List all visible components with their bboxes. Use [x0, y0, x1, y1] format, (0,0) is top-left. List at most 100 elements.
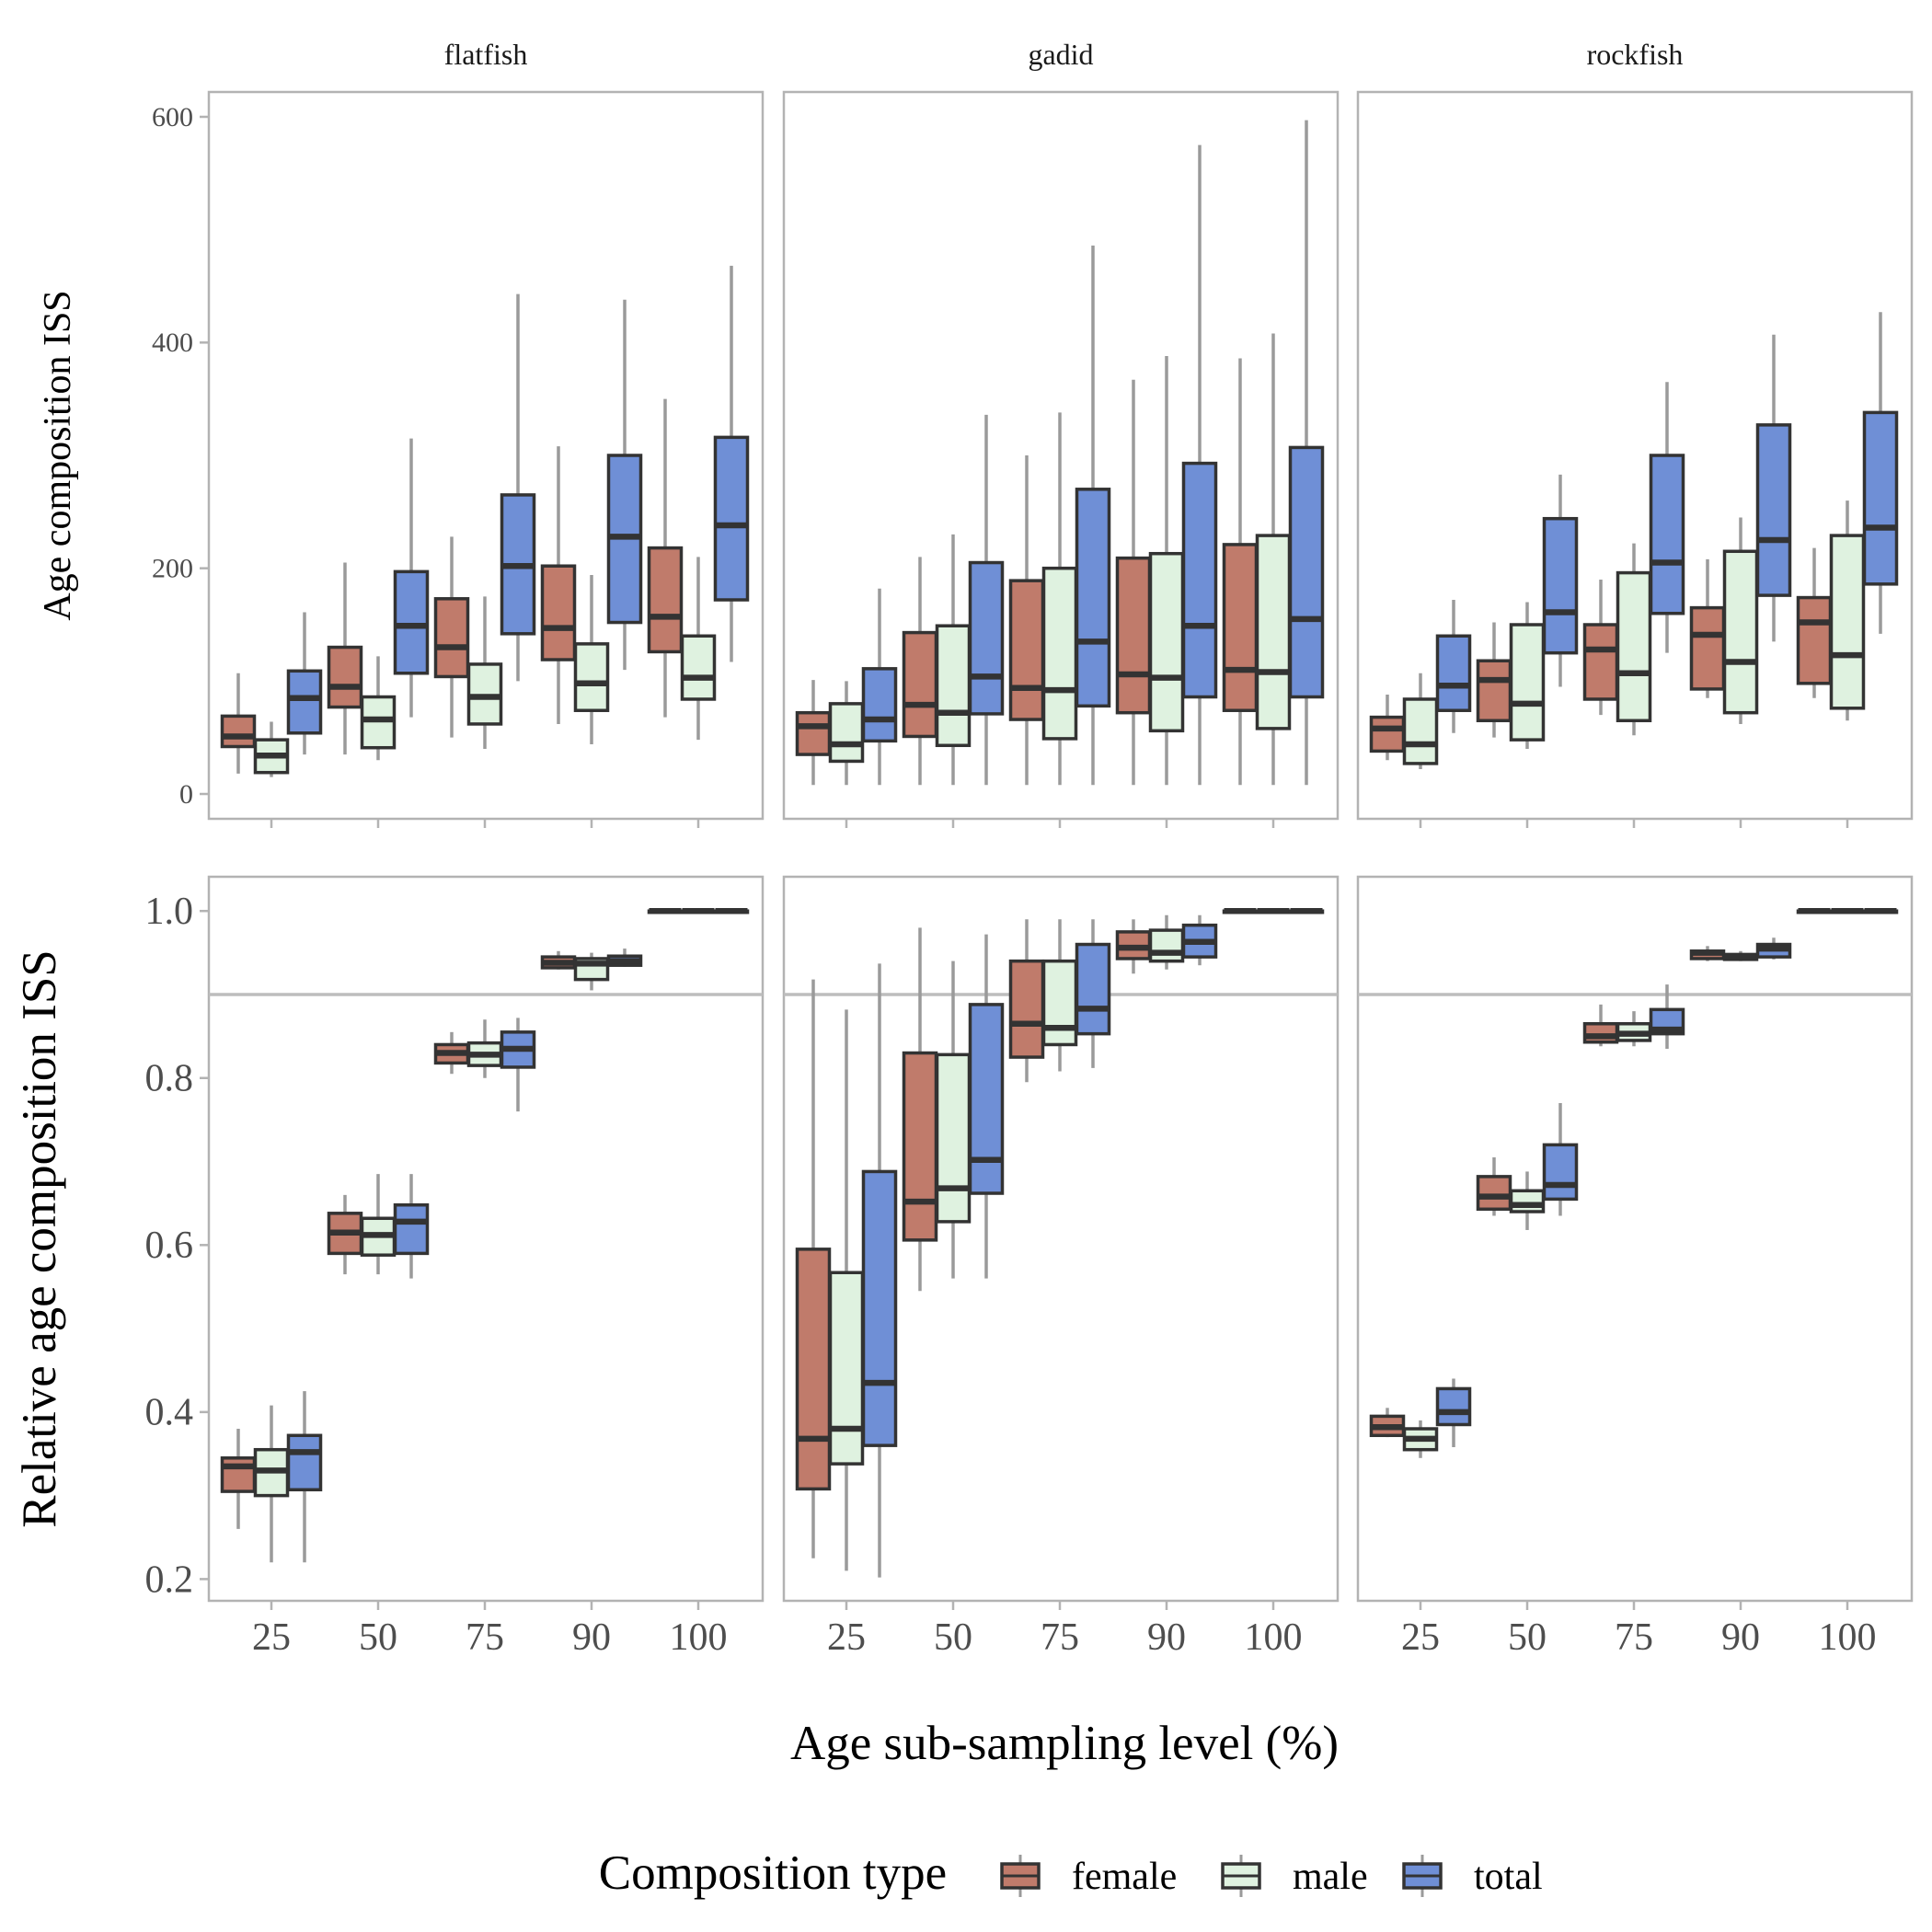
box-flatfish-male-75: [466, 596, 503, 749]
box-body: [1435, 1386, 1472, 1427]
x-tick-label-50: 50: [1508, 1616, 1547, 1659]
box-rockfish-male-90: [1722, 517, 1759, 724]
box-body: [680, 634, 717, 701]
box-body: [935, 1052, 972, 1224]
box-gadid-total-90: [1181, 914, 1218, 966]
box-body: [1689, 605, 1726, 691]
x-tick-label-50: 50: [934, 1616, 972, 1659]
x-tick-label-90: 90: [572, 1616, 611, 1659]
panel-border: [207, 875, 765, 1603]
y-tick-label-0.4: 0.4: [145, 1392, 194, 1434]
box-flatfish-female-100: [647, 398, 684, 718]
box-rockfish-female-50: [1476, 1156, 1512, 1216]
y-tick-label-0.2: 0.2: [145, 1558, 194, 1601]
box-body: [1255, 534, 1292, 730]
box-body: [220, 714, 257, 749]
box-rockfish-male-25: [1402, 1420, 1439, 1458]
box-flatfish-total-50: [393, 438, 430, 718]
y-axis-title-row-2: Relative age composition ISS: [13, 949, 66, 1528]
box-flatfish-total-100: [713, 265, 750, 662]
box-body: [1509, 1189, 1546, 1213]
legend-label-total: total: [1474, 1856, 1543, 1898]
y-tick-label-0.6: 0.6: [145, 1225, 194, 1267]
x-tick-label-100: 100: [1245, 1616, 1303, 1659]
box-body: [1181, 461, 1218, 699]
box-rockfish-total-25: [1435, 600, 1472, 733]
y-tick-label-200: 200: [152, 554, 193, 584]
box-gadid-total-75: [1075, 245, 1111, 786]
box-rockfish-male-75: [1616, 543, 1652, 736]
box-rockfish-total-50: [1542, 1102, 1579, 1216]
box-rockfish-male-100: [1829, 907, 1866, 914]
x-tick-label-90: 90: [1721, 1616, 1760, 1659]
y-tick-label-0: 0: [179, 779, 193, 810]
box-body: [795, 710, 832, 756]
box-body: [1369, 715, 1406, 753]
x-tick-label-25: 25: [252, 1616, 291, 1659]
box-rockfish-total-90: [1755, 937, 1792, 960]
y-axis-title-row-1: Age composition ISS: [37, 290, 79, 620]
box-body: [1829, 534, 1866, 710]
x-tick-label-50: 50: [359, 1616, 397, 1659]
box-body: [1542, 1143, 1579, 1202]
x-tick-label-75: 75: [1041, 1616, 1079, 1659]
box-gadid-total-25: [861, 963, 898, 1578]
legend: Composition type female male total: [599, 1846, 1543, 1900]
box-gadid-male-50: [935, 960, 972, 1279]
x-tick-label-75: 75: [1615, 1616, 1653, 1659]
y-tick-label-1.0: 1.0: [145, 891, 194, 933]
legend-title: Composition type: [599, 1846, 947, 1900]
box-body: [828, 702, 865, 764]
box-body: [968, 1003, 1005, 1195]
y-tick-label-0.8: 0.8: [145, 1058, 194, 1100]
box-body: [861, 667, 898, 743]
box-gadid-female-50: [902, 557, 938, 786]
box-body: [1649, 454, 1685, 615]
box-gadid-total-100: [1288, 907, 1325, 914]
facet-strips: flatfish gadid rockfish: [444, 38, 1684, 71]
box-body: [1222, 543, 1259, 712]
box-body: [540, 564, 577, 661]
box-rockfish-total-50: [1542, 474, 1579, 687]
box-rockfish-total-75: [1649, 984, 1685, 1049]
box-rockfish-male-100: [1829, 500, 1866, 721]
legend-key-male: male: [1221, 1855, 1368, 1898]
box-gadid-total-90: [1181, 144, 1218, 786]
box-rockfish-total-90: [1755, 334, 1792, 642]
panel-border: [1356, 875, 1914, 1603]
box-body: [393, 569, 430, 675]
box-gadid-total-75: [1075, 919, 1111, 1068]
y-axis-titles: Age composition ISS Relative age composit…: [13, 290, 79, 1527]
box-body: [327, 645, 363, 709]
box-flatfish-female-75: [433, 536, 470, 738]
box-flatfish-male-50: [360, 1174, 397, 1275]
box-body: [1509, 623, 1546, 742]
box-rockfish-female-90: [1689, 558, 1726, 698]
box-flatfish-male-50: [360, 656, 397, 761]
box-body: [220, 1456, 257, 1493]
box-flatfish-female-100: [647, 907, 684, 914]
box-flatfish-total-75: [500, 293, 536, 682]
box-body: [1616, 570, 1652, 723]
x-tick-label-75: 75: [466, 1616, 504, 1659]
x-tick-label-100: 100: [1819, 1616, 1877, 1659]
box-gadid-male-100: [1255, 907, 1292, 914]
box-flatfish-female-90: [540, 950, 577, 970]
box-flatfish-male-90: [573, 575, 610, 745]
box-body: [433, 597, 470, 679]
box-flatfish-male-100: [680, 557, 717, 741]
box-body: [1402, 697, 1439, 765]
box-flatfish-total-100: [713, 907, 750, 914]
box-gadid-male-75: [1041, 919, 1078, 1072]
box-rockfish-female-75: [1582, 1004, 1619, 1047]
box-gadid-female-90: [1115, 379, 1152, 786]
box-gadid-male-25: [828, 1009, 865, 1571]
box-body: [902, 630, 938, 739]
box-rockfish-male-50: [1509, 1171, 1546, 1230]
x-axis-title: Age sub-sampling level (%): [790, 1717, 1339, 1770]
box-rockfish-total-100: [1862, 907, 1899, 914]
box-body: [861, 1169, 898, 1447]
box-body: [1075, 942, 1111, 1036]
y-tick-label-400: 400: [152, 328, 193, 358]
box-flatfish-male-90: [573, 952, 610, 991]
